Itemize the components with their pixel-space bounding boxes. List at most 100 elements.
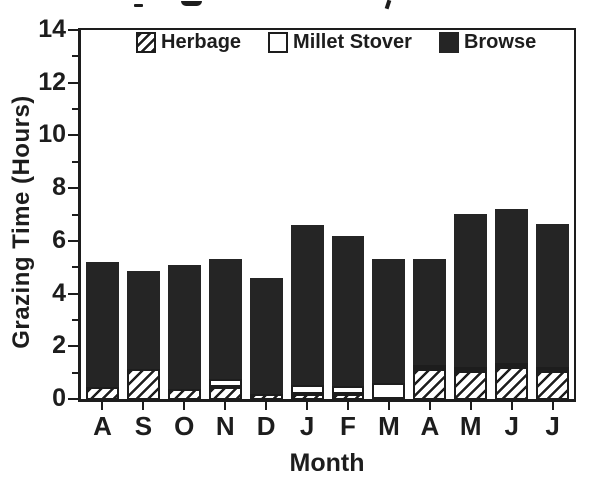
y-tick-label-14: 14 (38, 15, 66, 43)
y-minor-tick-9 (72, 160, 78, 163)
stacked-bar-j-10 (495, 209, 529, 399)
browse-segment (86, 261, 119, 388)
stacked-bar-j-11 (536, 223, 570, 399)
legend-item-herbage: Herbage (136, 31, 241, 54)
x-tick-label-o-2: O (174, 411, 195, 441)
x-tick-1 (142, 402, 145, 410)
stacked-bar-d-4 (249, 277, 283, 399)
stacked-bar-n-3 (208, 259, 242, 399)
cropped-caption-fragment (134, 4, 143, 7)
browse-black-swatch-icon (438, 32, 459, 53)
stacked-bar-o-2 (167, 264, 201, 399)
x-axis-title: Month (289, 449, 365, 477)
cropped-caption-fragment (181, 1, 202, 6)
legend-label: Herbage (161, 31, 242, 53)
x-tick-7 (387, 402, 390, 410)
y-tick-label-10: 10 (38, 120, 66, 149)
x-tick-label-j-11: J (545, 411, 560, 441)
x-tick-5 (306, 402, 309, 410)
x-tick-label-s-1: S (134, 411, 153, 441)
y-tick-label-0: 0 (52, 384, 66, 412)
browse-segment (290, 225, 324, 385)
stacked-bar-j-5 (290, 225, 324, 399)
y-major-tick-8 (68, 187, 78, 190)
herbage-segment (331, 393, 365, 399)
legend-label: Millet Stover (293, 31, 412, 53)
herbage-segment (495, 367, 529, 399)
x-tick-11 (551, 402, 554, 410)
y-tick-label-6: 6 (52, 225, 66, 254)
legend-label: Browse (463, 31, 537, 53)
herbage-segment (290, 393, 324, 399)
herbage-hatch-swatch-icon (136, 32, 156, 53)
x-tick-label-j-5: J (299, 411, 315, 441)
y-tick-label-8: 8 (52, 173, 66, 202)
x-tick-9 (469, 402, 472, 410)
x-tick-label-j-10: J (504, 411, 519, 441)
x-tick-label-d-4: D (256, 411, 276, 441)
x-tick-label-a-8: A (420, 411, 440, 441)
stacked-bar-f-6 (331, 235, 365, 399)
legend-item-browse: Browse (438, 31, 537, 54)
stacked-bar-m-9 (454, 214, 488, 399)
browse-segment (536, 223, 570, 368)
legend-item-millet-stover: Millet Stover (268, 31, 412, 54)
millet-stover-segment (372, 383, 406, 399)
y-minor-tick-11 (72, 108, 78, 111)
millet-stover-segment (208, 379, 242, 388)
browse-segment (495, 209, 529, 364)
stacked-bar-a-8 (413, 259, 447, 399)
y-major-tick-14 (68, 29, 78, 31)
herbage-segment (167, 388, 201, 399)
legend: Herbage Millet Stover Browse (136, 31, 536, 54)
stacked-bar-s-1 (126, 271, 160, 399)
herbage-segment (208, 387, 242, 399)
herbage-segment (126, 368, 160, 399)
x-tick-label-a-0: A (93, 411, 112, 441)
cropped-caption-fragment (384, 0, 392, 10)
y-minor-tick-13 (72, 55, 78, 58)
x-tick-label-m-9: M (459, 411, 482, 441)
millet-stover-white-swatch-icon (268, 32, 289, 53)
browse-segment (167, 264, 201, 389)
y-major-tick-2 (68, 345, 78, 348)
x-tick-8 (428, 402, 431, 410)
x-tick-4 (265, 402, 268, 410)
x-tick-2 (183, 402, 186, 410)
x-tick-label-n-3: N (215, 411, 235, 441)
y-tick-label-12: 12 (38, 67, 66, 96)
browse-segment (208, 259, 242, 380)
herbage-segment (454, 371, 488, 399)
browse-segment (454, 214, 488, 368)
stacked-bar-m-7 (372, 259, 406, 399)
browse-segment (126, 271, 160, 369)
browse-segment (249, 277, 283, 394)
herbage-segment (536, 371, 570, 399)
x-tick-0 (101, 402, 104, 410)
plot-area (78, 28, 576, 402)
x-tick-6 (346, 402, 349, 410)
millet-stover-segment (454, 367, 488, 372)
y-major-tick-6 (68, 239, 78, 242)
millet-stover-segment (290, 384, 324, 394)
y-major-tick-12 (68, 81, 78, 84)
y-major-tick-4 (68, 292, 78, 295)
millet-stover-segment (413, 364, 447, 369)
herbage-segment (249, 393, 283, 399)
millet-stover-segment (495, 363, 529, 368)
x-tick-label-m-7: M (378, 411, 400, 441)
herbage-segment (86, 387, 119, 399)
herbage-segment (413, 368, 447, 399)
y-major-tick-0 (68, 398, 78, 400)
millet-stover-segment (536, 367, 570, 372)
y-tick-label-4: 4 (52, 278, 66, 307)
y-minor-tick-1 (72, 371, 78, 374)
browse-segment (372, 259, 406, 384)
y-minor-tick-5 (72, 266, 78, 269)
browse-segment (413, 259, 447, 365)
x-tick-3 (224, 402, 227, 410)
y-minor-tick-3 (72, 318, 78, 321)
y-minor-tick-7 (72, 213, 78, 216)
millet-stover-segment (331, 385, 365, 394)
